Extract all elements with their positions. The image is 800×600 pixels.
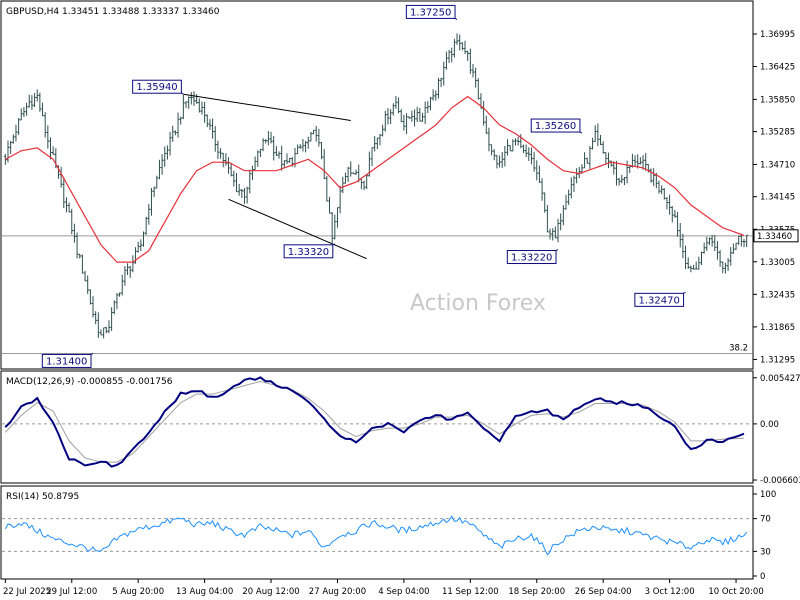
price-callout-box xyxy=(405,4,456,19)
price-callout-label: 1.33320 xyxy=(288,247,329,258)
rsi-line xyxy=(4,515,748,556)
trendline xyxy=(183,93,351,121)
macd-panel-title: MACD(12,26,9) -0.000855 -0.001756 xyxy=(6,377,173,387)
moving-average-line xyxy=(5,95,745,263)
time-tick-label: 5 Aug 20:00 xyxy=(112,587,164,597)
time-tick-label: 22 Jul 2025 xyxy=(3,587,51,597)
price-panel-frame xyxy=(0,0,754,370)
price-callout-box xyxy=(283,244,334,259)
rsi-panel-frame xyxy=(0,485,754,580)
time-tick-label: 3 Oct 12:00 xyxy=(645,587,695,597)
rsi-tick-label: 30 xyxy=(760,547,771,557)
rsi-tick-label: 0 xyxy=(760,572,765,582)
price-tick-label: 1.31865 xyxy=(760,323,795,333)
rsi-panel-title: RSI(14) 50.8795 xyxy=(6,492,79,502)
price-callout-pointer xyxy=(332,243,336,246)
macd-lines xyxy=(4,376,745,468)
moving-average xyxy=(5,95,745,263)
time-tick-label: 4 Sep 04:00 xyxy=(378,587,429,597)
signal-line xyxy=(4,380,744,463)
macd-line xyxy=(4,376,745,468)
price-callout-pointer xyxy=(683,291,686,294)
price-panel-title: GBPUSD,H4 1.33451 1.33488 1.33337 1.3346… xyxy=(6,7,220,17)
current-price-label: 1.33460 xyxy=(757,232,792,242)
price-bars xyxy=(4,33,748,339)
price-reference-lines: 38.2 xyxy=(2,235,752,354)
macd-tick-label: -0.006603 xyxy=(760,476,800,486)
time-tick-label: 26 Sep 04:00 xyxy=(575,587,632,597)
price-callout-label: 1.33220 xyxy=(511,253,552,264)
price-callout-label: 1.37250 xyxy=(410,7,451,18)
price-tick-label: 1.34710 xyxy=(760,160,795,170)
time-tick-label: 20 Aug 12:00 xyxy=(242,587,299,597)
watermark-text: Action Forex xyxy=(410,291,546,316)
price-callout-pointer xyxy=(90,352,94,355)
price-tick-label: 1.36995 xyxy=(760,30,795,40)
price-tick-label: 1.36425 xyxy=(760,63,795,73)
price-callout-box xyxy=(634,292,685,307)
trendline xyxy=(228,198,367,260)
rsi-y-axis: 100 70 30 0 xyxy=(2,490,776,582)
macd-panel-frame xyxy=(0,370,754,484)
price-tick-label: 1.33005 xyxy=(760,258,795,268)
price-tick-label: 1.34145 xyxy=(760,193,795,203)
price-callout-pointer xyxy=(579,131,583,134)
price-tick-label: 1.35285 xyxy=(760,128,795,138)
price-callout-pointer xyxy=(555,249,559,251)
time-tick-label: 18 Sep 20:00 xyxy=(508,587,565,597)
price-annotations: 1.37250 1.35940 1.35260 1.33320 1.33220 1.324… xyxy=(41,4,686,368)
time-tick-label: 10 Oct 20:00 xyxy=(708,587,763,597)
price-callout-box xyxy=(506,250,557,265)
price-tick-label: 1.32435 xyxy=(760,290,795,300)
price-callout-label: 1.35940 xyxy=(136,82,177,93)
time-tick-label: 29 Jul 12:00 xyxy=(46,587,97,597)
price-callout-pointer xyxy=(181,92,184,95)
macd-tick-label: 0.005427 xyxy=(760,374,800,384)
macd-y-axis: 0.005427 0.00 -0.006603 xyxy=(2,374,800,486)
rsi-tick-label: 70 xyxy=(760,515,771,525)
current-price-tag: 1.33460 xyxy=(753,229,799,243)
price-callout-box xyxy=(41,353,92,368)
trendlines xyxy=(183,93,367,260)
price-callout-label: 1.35260 xyxy=(535,121,576,132)
fib-level-label: 38.2 xyxy=(729,343,748,353)
price-callout-box xyxy=(132,79,182,94)
price-callout-label: 1.32470 xyxy=(639,295,680,306)
rsi-lines xyxy=(4,515,748,556)
price-callout-box xyxy=(530,118,581,133)
time-tick-label: 11 Sep 12:00 xyxy=(442,587,499,597)
price-tick-label: 1.35850 xyxy=(760,95,795,105)
time-tick-label: 27 Aug 20:00 xyxy=(309,587,366,597)
price-tick-label: 1.31295 xyxy=(760,355,795,365)
current-price-box xyxy=(753,229,799,243)
price-callout-label: 1.31400 xyxy=(46,356,87,367)
price-callout-pointer xyxy=(454,17,458,20)
rsi-tick-label: 100 xyxy=(760,490,776,500)
time-tick-label: 13 Aug 04:00 xyxy=(176,587,233,597)
macd-tick-label: 0.00 xyxy=(760,420,779,430)
